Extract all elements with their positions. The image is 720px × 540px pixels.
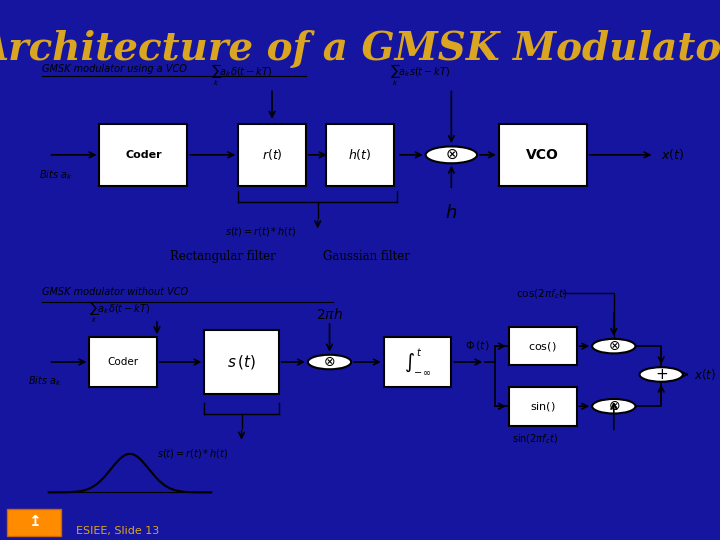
Bar [499, 124, 587, 186]
Bar [509, 327, 577, 366]
Text: $h$: $h$ [445, 204, 457, 221]
Circle shape [426, 146, 477, 163]
Text: $+$: $+$ [654, 367, 667, 382]
Bar [7, 509, 61, 536]
Text: Gaussian filter: Gaussian filter [323, 250, 410, 263]
Text: Bits $a_k$: Bits $a_k$ [39, 168, 72, 181]
Bar [509, 387, 577, 426]
Text: GMSK modulator without VCO: GMSK modulator without VCO [42, 287, 188, 297]
Text: $h(t)$: $h(t)$ [348, 147, 372, 163]
Bar [326, 124, 394, 186]
Text: $\int_{-\infty}^{t}$: $\int_{-\infty}^{t}$ [404, 347, 431, 377]
Bar [99, 124, 187, 186]
Text: $\sin()$: $\sin()$ [530, 400, 556, 413]
Text: $x(t)$: $x(t)$ [661, 147, 685, 163]
Text: Coder: Coder [125, 150, 162, 160]
Bar [238, 124, 306, 186]
Circle shape [308, 355, 351, 369]
Text: VCO: VCO [526, 148, 559, 162]
Text: $r(t)$: $r(t)$ [261, 147, 282, 163]
Text: $2\pi h$: $2\pi h$ [316, 307, 343, 322]
Text: $s\,(t)$: $s\,(t)$ [227, 353, 256, 371]
Text: $\sum_k a_k s(t - kT)$: $\sum_k a_k s(t - kT)$ [390, 63, 451, 88]
Text: $s(t) = r(t) * h(t)$: $s(t) = r(t) * h(t)$ [157, 447, 228, 461]
Text: $\otimes$: $\otimes$ [445, 147, 458, 163]
Text: $\cos(2\pi f_c t)$: $\cos(2\pi f_c t)$ [516, 287, 567, 301]
Text: $\otimes$: $\otimes$ [608, 399, 620, 413]
Text: $\otimes$: $\otimes$ [608, 339, 620, 353]
Text: $s(t) = r(t) * h(t)$: $s(t) = r(t) * h(t)$ [225, 225, 296, 238]
Text: $\sum_k a_k \delta(t - kT)$: $\sum_k a_k \delta(t - kT)$ [211, 63, 272, 88]
Text: ↥: ↥ [28, 514, 41, 529]
Text: $\otimes$: $\otimes$ [323, 355, 336, 369]
Text: Coder: Coder [107, 357, 139, 367]
Text: $\sum_k a_k \delta(t - kT)$: $\sum_k a_k \delta(t - kT)$ [89, 299, 150, 325]
Text: Rectangular filter: Rectangular filter [171, 250, 276, 263]
Circle shape [639, 367, 683, 382]
Text: GMSK modulator using a VCO: GMSK modulator using a VCO [42, 64, 186, 74]
Text: Bits $a_k$: Bits $a_k$ [28, 374, 62, 388]
Text: $\sin(2\pi f_c t)$: $\sin(2\pi f_c t)$ [513, 433, 558, 446]
Circle shape [592, 399, 636, 414]
Bar [204, 330, 279, 394]
Text: ESIEE, Slide 13: ESIEE, Slide 13 [76, 526, 159, 536]
Text: $x(t)$: $x(t)$ [693, 367, 716, 382]
Text: Architecture of a GMSK Modulator: Architecture of a GMSK Modulator [0, 30, 720, 68]
Bar [384, 337, 451, 387]
Bar [89, 337, 157, 387]
Text: $\cos()$: $\cos()$ [528, 340, 557, 353]
Circle shape [592, 339, 636, 353]
Text: $\Phi\,(t)$: $\Phi\,(t)$ [465, 339, 490, 352]
